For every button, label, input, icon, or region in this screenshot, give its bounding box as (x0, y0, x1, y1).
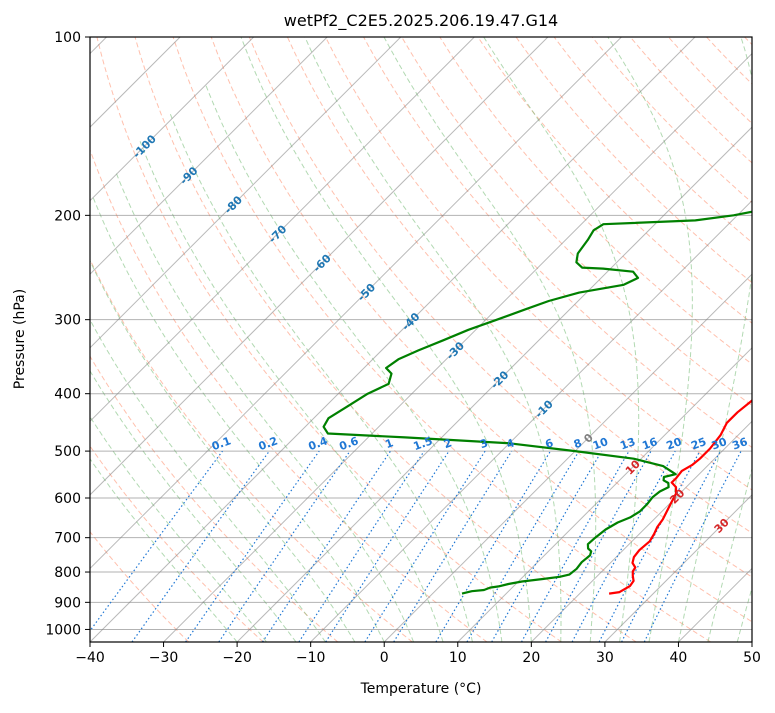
y-axis-label: Pressure (hPa) (12, 289, 28, 389)
y-tick-label: 900 (54, 595, 81, 611)
x-tick-label: 20 (522, 650, 540, 666)
y-tick-label: 100 (54, 30, 81, 46)
y-tick-label: 700 (54, 531, 81, 547)
y-tick-label: 400 (54, 387, 81, 403)
x-tick-label: 30 (596, 650, 614, 666)
x-tick-label: 0 (380, 650, 389, 666)
x-tick-label: −40 (75, 650, 105, 666)
x-tick-label: −30 (149, 650, 179, 666)
y-tick-label: 600 (54, 491, 81, 507)
y-tick-label: 800 (54, 565, 81, 581)
x-tick-label: −20 (222, 650, 252, 666)
y-tick-label: 1000 (45, 622, 81, 638)
y-tick-label: 500 (54, 444, 81, 460)
y-tick-label: 200 (54, 208, 81, 224)
y-tick-label: 300 (54, 313, 81, 329)
x-tick-label: 10 (449, 650, 467, 666)
chart-title: wetPf2_C2E5.2025.206.19.47.G14 (284, 11, 558, 31)
x-tick-label: 50 (743, 650, 761, 666)
x-tick-label: −10 (296, 650, 326, 666)
x-tick-label: 40 (670, 650, 688, 666)
x-axis-label: Temperature (°C) (360, 681, 482, 697)
